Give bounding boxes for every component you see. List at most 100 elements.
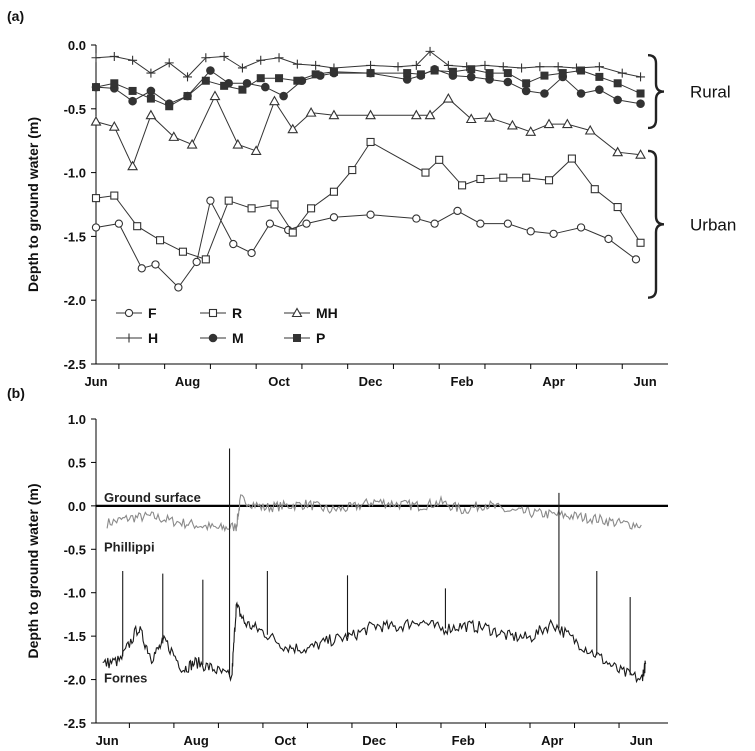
series-P [92, 65, 645, 111]
data-point-P [430, 66, 439, 75]
series-phillippi [106, 494, 642, 533]
panel-a-x-tick-label: Dec [359, 374, 383, 389]
panel-b-x-tick-label: Feb [452, 733, 475, 748]
panel-a-x-tick-label: Feb [451, 374, 474, 389]
data-point-MH [442, 92, 454, 103]
data-point-R [156, 236, 165, 245]
data-point-MH [328, 109, 340, 120]
data-point-P [448, 67, 457, 76]
data-point-F [430, 219, 439, 228]
panel-a-x-tick-label: Jun [634, 374, 657, 389]
data-point-F [476, 219, 485, 228]
data-point-H [535, 62, 545, 72]
data-point-P [522, 79, 531, 88]
data-point-F [366, 210, 375, 219]
data-point-F [192, 257, 201, 267]
series-MH [90, 90, 646, 171]
data-point-P [128, 86, 137, 95]
series-F [91, 196, 641, 292]
data-point-F [137, 264, 146, 273]
data-point-MH [484, 112, 495, 122]
panel-b-label: (b) [7, 385, 25, 401]
data-point-P [467, 65, 476, 74]
legend-label-P: P [316, 330, 325, 346]
data-point-MH [145, 109, 157, 120]
legend-marker-F [124, 308, 134, 318]
data-point-R [110, 191, 119, 200]
data-point-MH [465, 113, 477, 124]
data-point-MH [232, 138, 244, 149]
data-point-H [256, 55, 266, 65]
data-point-MH [287, 123, 299, 134]
panel-b-y-tick-label: 0.0 [68, 499, 86, 514]
legend-marker-P [293, 334, 301, 342]
data-point-P [238, 85, 247, 94]
data-point-P [201, 76, 210, 85]
data-point-F [503, 219, 512, 228]
data-point-R [307, 204, 316, 213]
data-point-MH [410, 109, 422, 120]
data-point-H [443, 60, 453, 70]
data-point-MH [269, 95, 280, 106]
panel-b-x-tick-label: Aug [184, 733, 209, 748]
data-point-MH [305, 107, 317, 117]
data-point-F [604, 234, 613, 244]
data-point-MH [543, 118, 555, 129]
data-point-MH [635, 149, 646, 159]
panel-a-y-tick-label: -1.5 [64, 229, 86, 244]
data-point-F [265, 219, 275, 228]
data-point-P [485, 69, 494, 78]
panel-b: (b) 1.0 0.5 0.0 -0.5 -1.0 -1.5 -2.0 -2.5 Jun Aug Oc… [7, 385, 668, 748]
legend-label-F: F [148, 305, 157, 321]
data-point-R [247, 204, 256, 213]
data-point-H [553, 62, 563, 72]
data-point-M [540, 89, 549, 98]
series-fornes [102, 601, 647, 684]
data-point-P [613, 79, 622, 88]
data-point-P [329, 67, 338, 76]
data-point-P [92, 83, 100, 92]
panel-b-y-tick-label: -1.5 [64, 629, 86, 644]
data-point-F [151, 260, 160, 269]
data-point-P [146, 94, 155, 103]
data-point-H [164, 58, 174, 68]
panel-a-x-tick-label: Jun [84, 374, 107, 389]
data-point-MH [525, 126, 537, 136]
data-point-M [279, 91, 288, 101]
data-point-P [275, 74, 284, 83]
data-point-MH [612, 146, 624, 157]
data-point-P [503, 69, 512, 78]
data-point-P [311, 70, 320, 79]
data-point-H [91, 53, 101, 63]
data-point-H [237, 63, 247, 73]
ground-surface-label: Ground surface [104, 490, 201, 505]
data-point-P [540, 71, 549, 80]
data-point-F [631, 255, 641, 264]
data-point-H [517, 63, 527, 73]
panel-a: (a) 0.0 -0.5 -1.0 -1.5 -2.0 -2.5 Jun Aug Oct Dec Fe… [7, 8, 736, 389]
legend-label-R: R [232, 305, 242, 321]
panel-b-y-tick-label: -2.5 [64, 716, 86, 731]
data-point-M [576, 89, 586, 98]
data-point-H [617, 68, 627, 78]
data-point-R [348, 165, 357, 175]
data-point-H [146, 68, 156, 78]
data-point-R [499, 173, 508, 182]
panel-b-y-tick-label: -2.0 [64, 673, 86, 688]
panel-a-y-tick-label: -1.0 [64, 166, 86, 181]
data-point-P [366, 69, 375, 78]
data-point-R [224, 196, 233, 205]
panel-a-x-tick-label: Apr [542, 374, 564, 389]
data-point-H [274, 53, 284, 63]
legend-label-MH: MH [316, 305, 338, 321]
brace-rural [647, 54, 665, 130]
group-label-urban: Urban [690, 215, 736, 234]
data-point-M [146, 86, 156, 96]
data-point-F [302, 219, 311, 228]
data-point-MH [168, 131, 180, 141]
panel-b-y-axis-title: Depth to ground water (m) [25, 484, 41, 659]
data-point-MH [108, 121, 120, 131]
data-point-MH [186, 138, 198, 149]
series-line-phillippi [106, 494, 642, 533]
